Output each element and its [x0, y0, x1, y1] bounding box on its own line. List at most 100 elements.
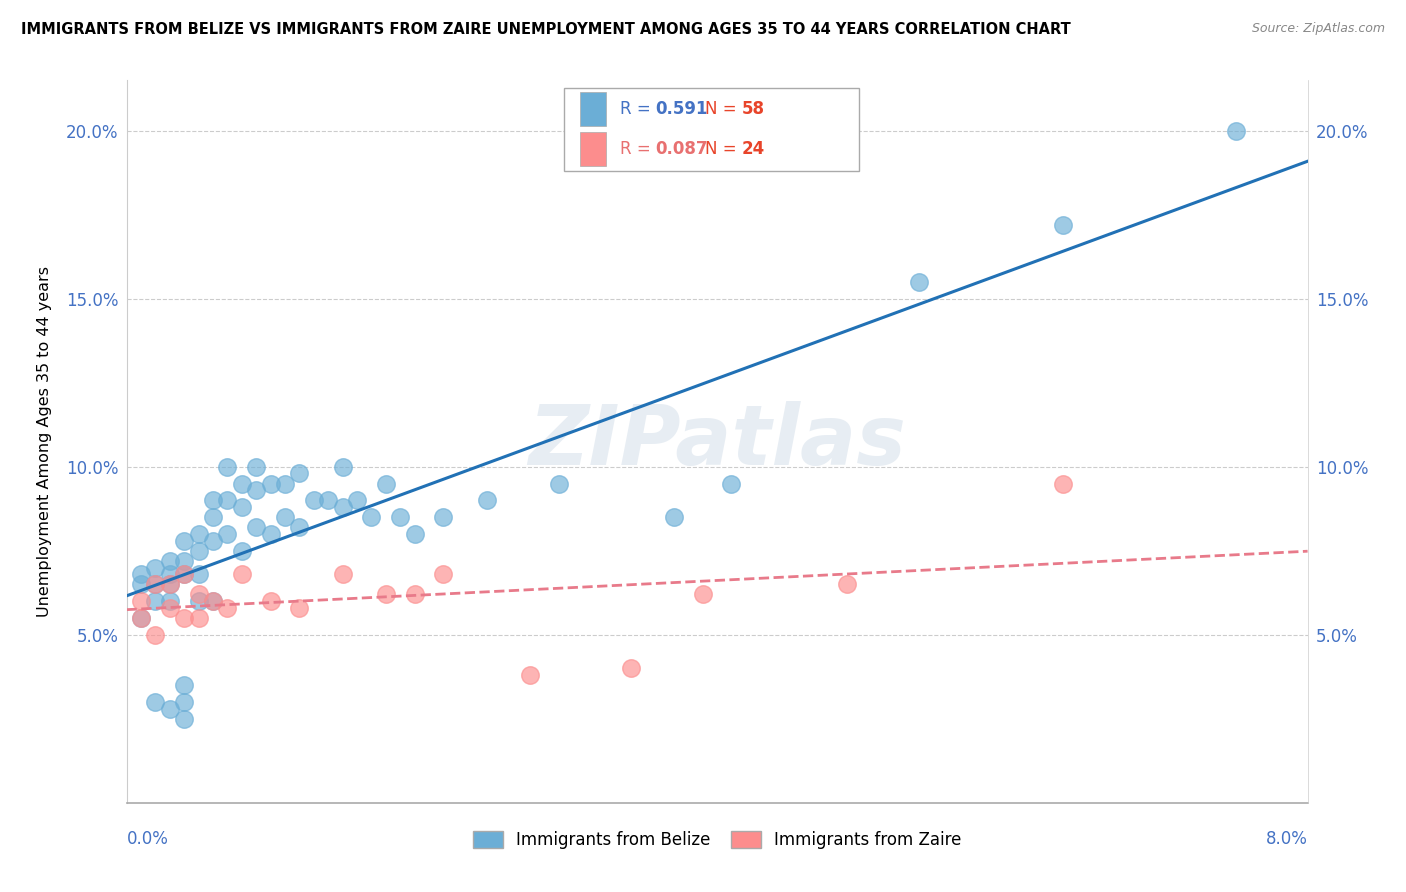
Point — [332, 459, 354, 474]
Point — [187, 587, 209, 601]
Point — [159, 702, 181, 716]
Point — [173, 695, 195, 709]
Point — [129, 577, 152, 591]
Point — [187, 611, 209, 625]
Point — [259, 527, 281, 541]
Point — [173, 567, 195, 582]
Point — [217, 600, 239, 615]
Point — [159, 567, 181, 582]
Point — [316, 493, 339, 508]
Point — [231, 567, 253, 582]
Point — [288, 467, 311, 481]
Point — [143, 594, 166, 608]
Point — [231, 500, 253, 514]
Point — [143, 695, 166, 709]
Text: IMMIGRANTS FROM BELIZE VS IMMIGRANTS FROM ZAIRE UNEMPLOYMENT AMONG AGES 35 TO 44: IMMIGRANTS FROM BELIZE VS IMMIGRANTS FRO… — [21, 22, 1071, 37]
Point — [1052, 476, 1074, 491]
Legend: Immigrants from Belize, Immigrants from Zaire: Immigrants from Belize, Immigrants from … — [467, 824, 967, 856]
Point — [332, 567, 354, 582]
Text: 0.087: 0.087 — [655, 140, 709, 158]
Point — [173, 611, 195, 625]
Point — [332, 500, 354, 514]
Point — [217, 459, 239, 474]
Point — [217, 527, 239, 541]
Point — [159, 600, 181, 615]
Point — [173, 533, 195, 548]
Point — [475, 493, 498, 508]
Point — [288, 520, 311, 534]
Point — [374, 587, 396, 601]
Point — [547, 476, 569, 491]
Text: N =: N = — [706, 140, 742, 158]
FancyBboxPatch shape — [581, 93, 606, 126]
Point — [173, 712, 195, 726]
Point — [346, 493, 368, 508]
Text: N =: N = — [706, 100, 742, 118]
Point — [187, 527, 209, 541]
Text: Source: ZipAtlas.com: Source: ZipAtlas.com — [1251, 22, 1385, 36]
Point — [143, 628, 166, 642]
Y-axis label: Unemployment Among Ages 35 to 44 years: Unemployment Among Ages 35 to 44 years — [37, 266, 52, 617]
Point — [217, 493, 239, 508]
Point — [159, 577, 181, 591]
FancyBboxPatch shape — [581, 132, 606, 166]
Point — [245, 520, 267, 534]
Point — [1052, 218, 1074, 232]
Point — [245, 483, 267, 498]
Point — [231, 476, 253, 491]
Point — [173, 554, 195, 568]
Point — [245, 459, 267, 474]
Text: 8.0%: 8.0% — [1265, 830, 1308, 847]
Point — [187, 567, 209, 582]
Point — [201, 533, 224, 548]
Point — [519, 668, 541, 682]
Text: ZIPatlas: ZIPatlas — [529, 401, 905, 482]
Point — [274, 476, 297, 491]
Point — [404, 587, 426, 601]
Point — [288, 600, 311, 615]
Point — [129, 611, 152, 625]
Point — [620, 661, 643, 675]
Point — [159, 554, 181, 568]
Text: R =: R = — [620, 140, 657, 158]
Text: 58: 58 — [742, 100, 765, 118]
Point — [1225, 124, 1247, 138]
Point — [389, 510, 412, 524]
Point — [432, 510, 454, 524]
Point — [129, 567, 152, 582]
Point — [187, 594, 209, 608]
Point — [129, 594, 152, 608]
Point — [374, 476, 396, 491]
Text: 24: 24 — [742, 140, 765, 158]
Point — [187, 543, 209, 558]
Point — [720, 476, 742, 491]
Point — [143, 560, 166, 574]
Point — [259, 594, 281, 608]
Point — [173, 678, 195, 692]
Point — [404, 527, 426, 541]
Point — [143, 577, 166, 591]
Point — [201, 493, 224, 508]
Point — [274, 510, 297, 524]
Point — [173, 567, 195, 582]
Point — [259, 476, 281, 491]
Point — [432, 567, 454, 582]
Point — [231, 543, 253, 558]
Point — [360, 510, 382, 524]
Text: R =: R = — [620, 100, 657, 118]
FancyBboxPatch shape — [564, 87, 859, 170]
Point — [835, 577, 858, 591]
Point — [201, 510, 224, 524]
Point — [302, 493, 325, 508]
Point — [201, 594, 224, 608]
Point — [692, 587, 714, 601]
Point — [159, 577, 181, 591]
Point — [143, 577, 166, 591]
Text: 0.0%: 0.0% — [127, 830, 169, 847]
Text: 0.591: 0.591 — [655, 100, 709, 118]
Point — [662, 510, 685, 524]
Point — [159, 594, 181, 608]
Point — [129, 611, 152, 625]
Point — [201, 594, 224, 608]
Point — [907, 275, 929, 289]
